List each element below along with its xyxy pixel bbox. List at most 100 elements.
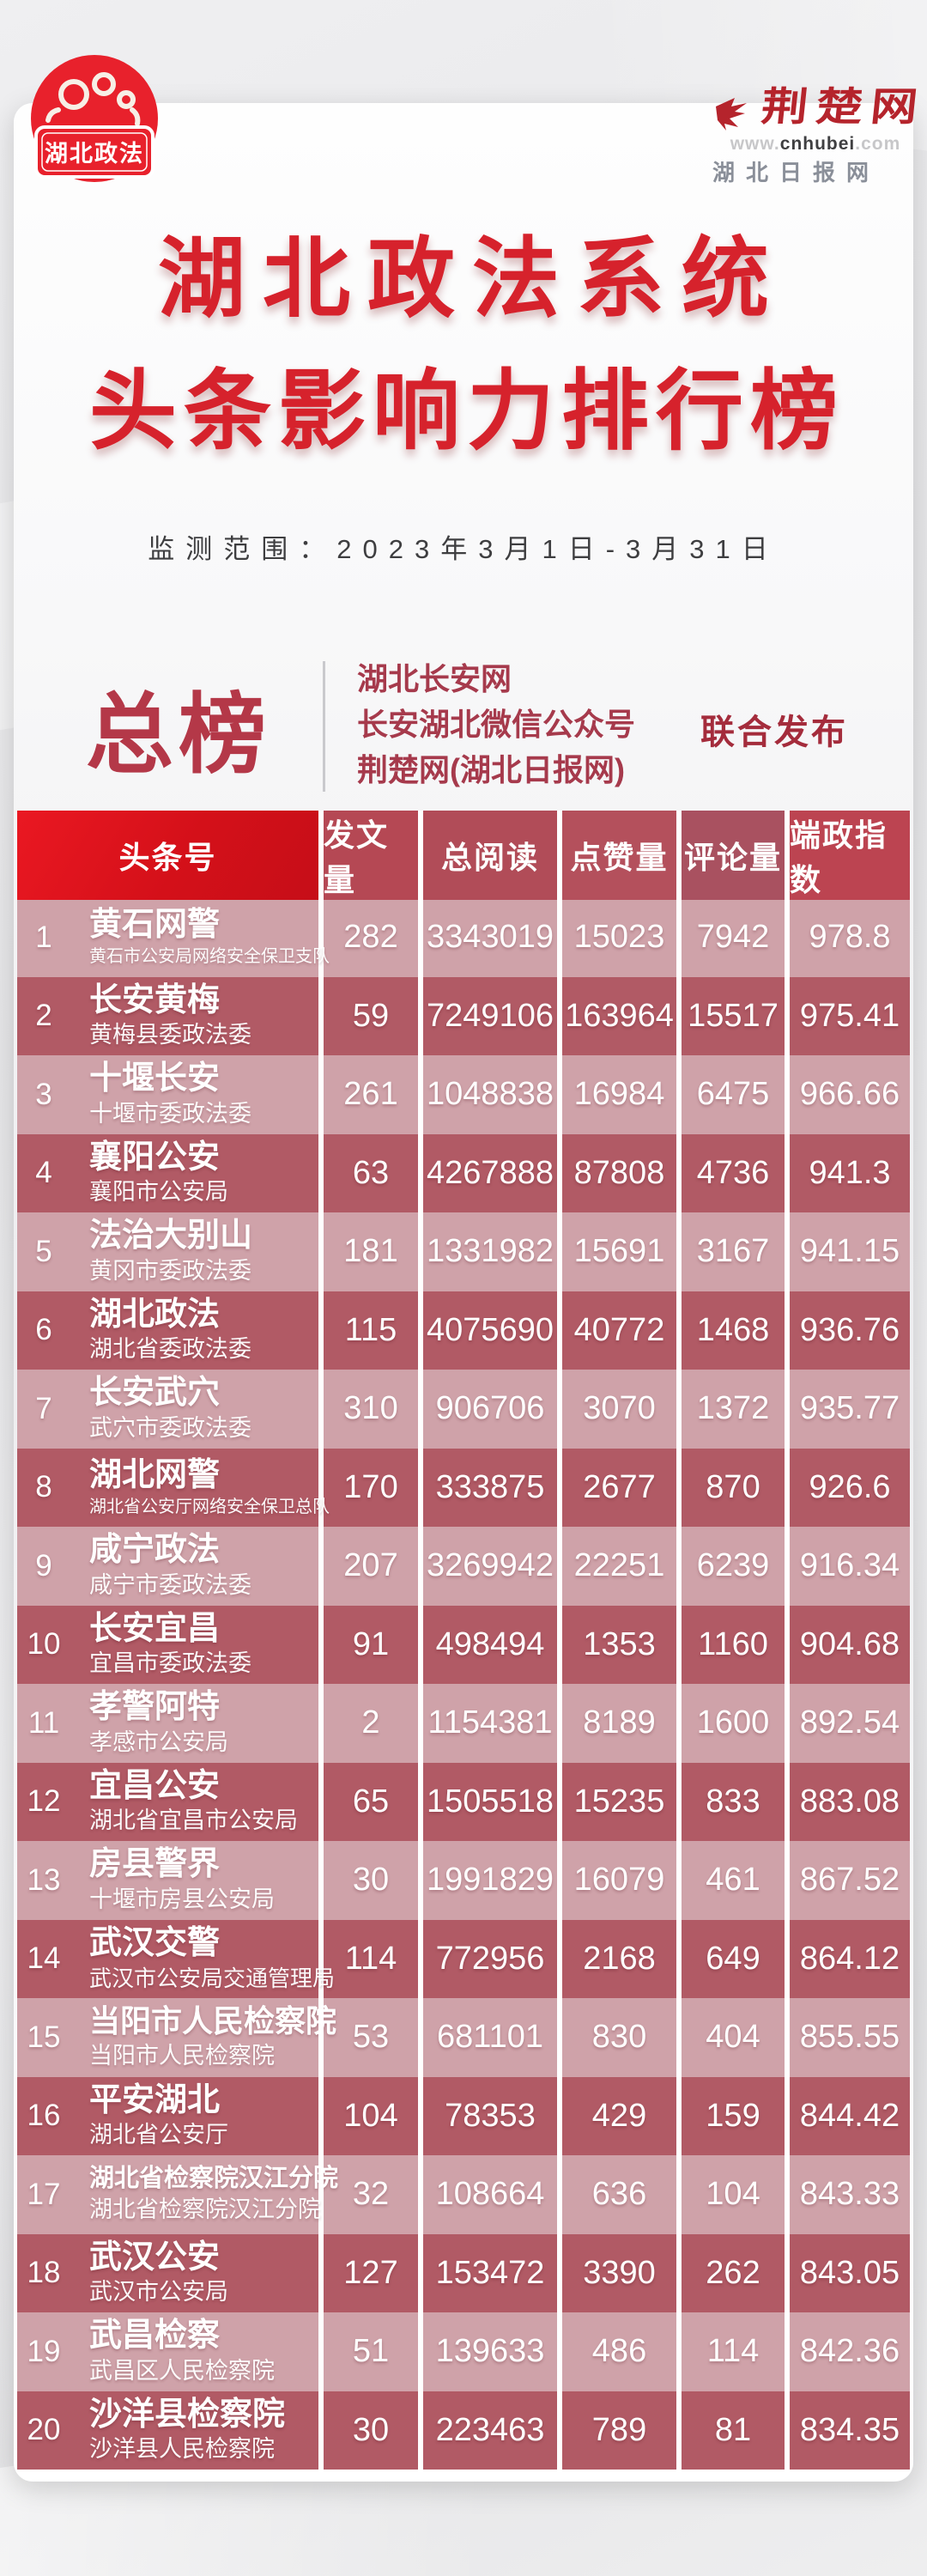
index-cell: 892.54 xyxy=(785,1684,910,1763)
likes-cell: 15235 xyxy=(557,1762,676,1841)
account-cell: 8 湖北网警 湖北省公安厅网络安全保卫总队 xyxy=(17,1449,330,1528)
likes-cell: 163964 xyxy=(557,976,676,1055)
board-section: 总榜 湖北长安网 长安湖北微信公众号 荆楚网(湖北日报网) 联合发布 xyxy=(14,653,913,816)
reads-cell: 108664 xyxy=(418,2155,557,2234)
account-org: 湖北省检察院汉江分院 xyxy=(89,2196,321,2222)
account-cell: 17 湖北省检察院汉江分院 湖北省检察院汉江分院 xyxy=(17,2155,338,2234)
table-row: 19 武昌检察 武昌区人民检察院 51 139633 486 114 842.3… xyxy=(17,2312,910,2391)
header-comments: 评论量 xyxy=(676,811,785,900)
comments-cell: 159 xyxy=(676,2076,785,2155)
rank-number: 2 xyxy=(35,999,52,1033)
likes-cell: 3070 xyxy=(557,1370,676,1449)
reads-cell: 1505518 xyxy=(418,1762,557,1841)
account-name-block: 长安武穴 武穴市委政法委 xyxy=(70,1375,318,1443)
account-name-block: 武昌检察 武昌区人民检察院 xyxy=(70,2318,318,2385)
account-org: 黄石市公安局网络安全保卫支队 xyxy=(89,947,330,967)
account-name-block: 湖北网警 湖北省公安厅网络安全保卫总队 xyxy=(70,1457,333,1518)
account-name-block: 襄阳公安 襄阳市公安局 xyxy=(70,1139,318,1207)
account-name: 湖北政法 xyxy=(89,1296,221,1333)
table-row: 16 平安湖北 湖北省公安厅 104 78353 429 159 844.42 xyxy=(17,2076,910,2155)
account-org: 沙洋县人民检察院 xyxy=(89,2436,275,2463)
account-name: 武昌检察 xyxy=(89,2318,221,2354)
index-cell: 843.33 xyxy=(785,2155,910,2234)
account-name-block: 湖北政法 湖北省委政法委 xyxy=(70,1297,318,1364)
table-row: 9 咸宁政法 咸宁市委政法委 207 3269942 22251 6239 91… xyxy=(17,1527,910,1606)
rank-number: 12 xyxy=(27,1784,61,1819)
table-row: 18 武汉公安 武汉市公安局 127 153472 3390 262 843.0… xyxy=(17,2233,910,2312)
comments-cell: 81 xyxy=(676,2391,785,2470)
likes-cell: 15023 xyxy=(557,898,676,977)
index-cell: 867.52 xyxy=(785,1841,910,1920)
reads-cell: 1154381 xyxy=(418,1684,557,1763)
comments-cell: 404 xyxy=(676,1998,785,2077)
index-cell: 975.41 xyxy=(785,976,910,1055)
reads-cell: 772956 xyxy=(418,1919,557,1998)
account-org: 湖北省宜昌市公安局 xyxy=(89,1807,298,1834)
url-prefix: www. xyxy=(730,134,780,154)
account-name: 湖北网警 xyxy=(89,1456,221,1493)
table-row: 3 十堰长安 十堰市委政法委 261 1048838 16984 6475 96… xyxy=(17,1055,910,1134)
url-main: cnhubei xyxy=(779,134,856,154)
rank-number: 17 xyxy=(27,2177,61,2211)
likes-cell: 16984 xyxy=(557,1055,676,1134)
rank-number: 18 xyxy=(27,2256,61,2290)
posts-cell: 53 xyxy=(318,1998,418,2077)
comments-cell: 1160 xyxy=(676,1605,785,1684)
likes-cell: 830 xyxy=(557,1998,676,2077)
page-title: 湖北政法系统 头条影响力排行榜 xyxy=(14,232,913,459)
comments-cell: 15517 xyxy=(676,976,785,1055)
reads-cell: 498494 xyxy=(418,1605,557,1684)
rank-number: 6 xyxy=(35,1313,52,1347)
index-cell: 844.42 xyxy=(785,2076,910,2155)
cloud-ornament xyxy=(45,72,141,126)
table-row: 7 长安武穴 武穴市委政法委 310 906706 3070 1372 935.… xyxy=(17,1370,910,1449)
comments-cell: 114 xyxy=(676,2312,785,2391)
site-url: www.cnhubei.com xyxy=(712,134,918,155)
index-cell: 978.8 xyxy=(785,898,910,977)
comments-cell: 104 xyxy=(676,2155,785,2234)
account-cell: 5 法治大别山 黄冈市委政法委 xyxy=(17,1212,318,1291)
account-cell: 2 长安黄梅 黄梅县委政法委 xyxy=(17,977,318,1056)
rank-number: 15 xyxy=(27,2020,61,2054)
index-cell: 941.15 xyxy=(785,1212,910,1291)
likes-cell: 8189 xyxy=(557,1684,676,1763)
rank-number: 16 xyxy=(27,2099,61,2133)
index-cell: 904.68 xyxy=(785,1605,910,1684)
reads-cell: 4267888 xyxy=(418,1133,557,1212)
comments-cell: 4736 xyxy=(676,1133,785,1212)
account-name-block: 法治大别山 黄冈市委政法委 xyxy=(70,1218,318,1285)
account-name-block: 孝警阿特 孝感市公安局 xyxy=(70,1689,318,1757)
index-cell: 916.34 xyxy=(785,1527,910,1606)
rank-number: 1 xyxy=(35,920,52,954)
posts-cell: 181 xyxy=(318,1212,418,1291)
account-name: 沙洋县检察院 xyxy=(89,2396,286,2433)
table-header-row: 头条号 发文量 总阅读 点赞量 评论量 端政指数 xyxy=(17,811,910,900)
hubei-zhengfa-seal-logo: 湖北政法 xyxy=(31,55,158,182)
account-org: 武穴市委政法委 xyxy=(89,1414,251,1441)
comments-cell: 3167 xyxy=(676,1212,785,1291)
publisher-3: 荆楚网(湖北日报网) xyxy=(357,752,625,787)
account-name: 平安湖北 xyxy=(89,2081,221,2118)
rank-number: 5 xyxy=(35,1234,52,1268)
account-cell: 10 长安宜昌 宜昌市委政法委 xyxy=(17,1606,318,1685)
index-cell: 834.35 xyxy=(785,2391,910,2470)
comments-cell: 6239 xyxy=(676,1527,785,1606)
account-cell: 6 湖北政法 湖北省委政法委 xyxy=(17,1291,318,1370)
table-row: 6 湖北政法 湖北省委政法委 115 4075690 40772 1468 93… xyxy=(17,1291,910,1370)
account-org: 襄阳市公安局 xyxy=(89,1179,228,1206)
index-cell: 842.36 xyxy=(785,2312,910,2391)
vertical-divider xyxy=(323,661,325,792)
account-name: 长安宜昌 xyxy=(89,1610,221,1647)
table-row: 2 长安黄梅 黄梅县委政法委 59 7249106 163964 15517 9… xyxy=(17,976,910,1056)
account-org: 宜昌市委政法委 xyxy=(89,1650,251,1677)
account-name: 襄阳公安 xyxy=(89,1139,221,1176)
index-cell: 864.12 xyxy=(785,1919,910,1998)
account-name-block: 宜昌公安 湖北省宜昌市公安局 xyxy=(70,1768,318,1836)
table-row: 4 襄阳公安 襄阳市公安局 63 4267888 87808 4736 941.… xyxy=(17,1133,910,1212)
rank-number: 7 xyxy=(35,1391,52,1425)
likes-cell: 789 xyxy=(557,2391,676,2470)
rank-number: 13 xyxy=(27,1862,61,1897)
table-row: 15 当阳市人民检察院 当阳市人民检察院 53 681101 830 404 8… xyxy=(17,1998,910,2077)
likes-cell: 15691 xyxy=(557,1212,676,1291)
rank-number: 14 xyxy=(27,1941,61,1976)
